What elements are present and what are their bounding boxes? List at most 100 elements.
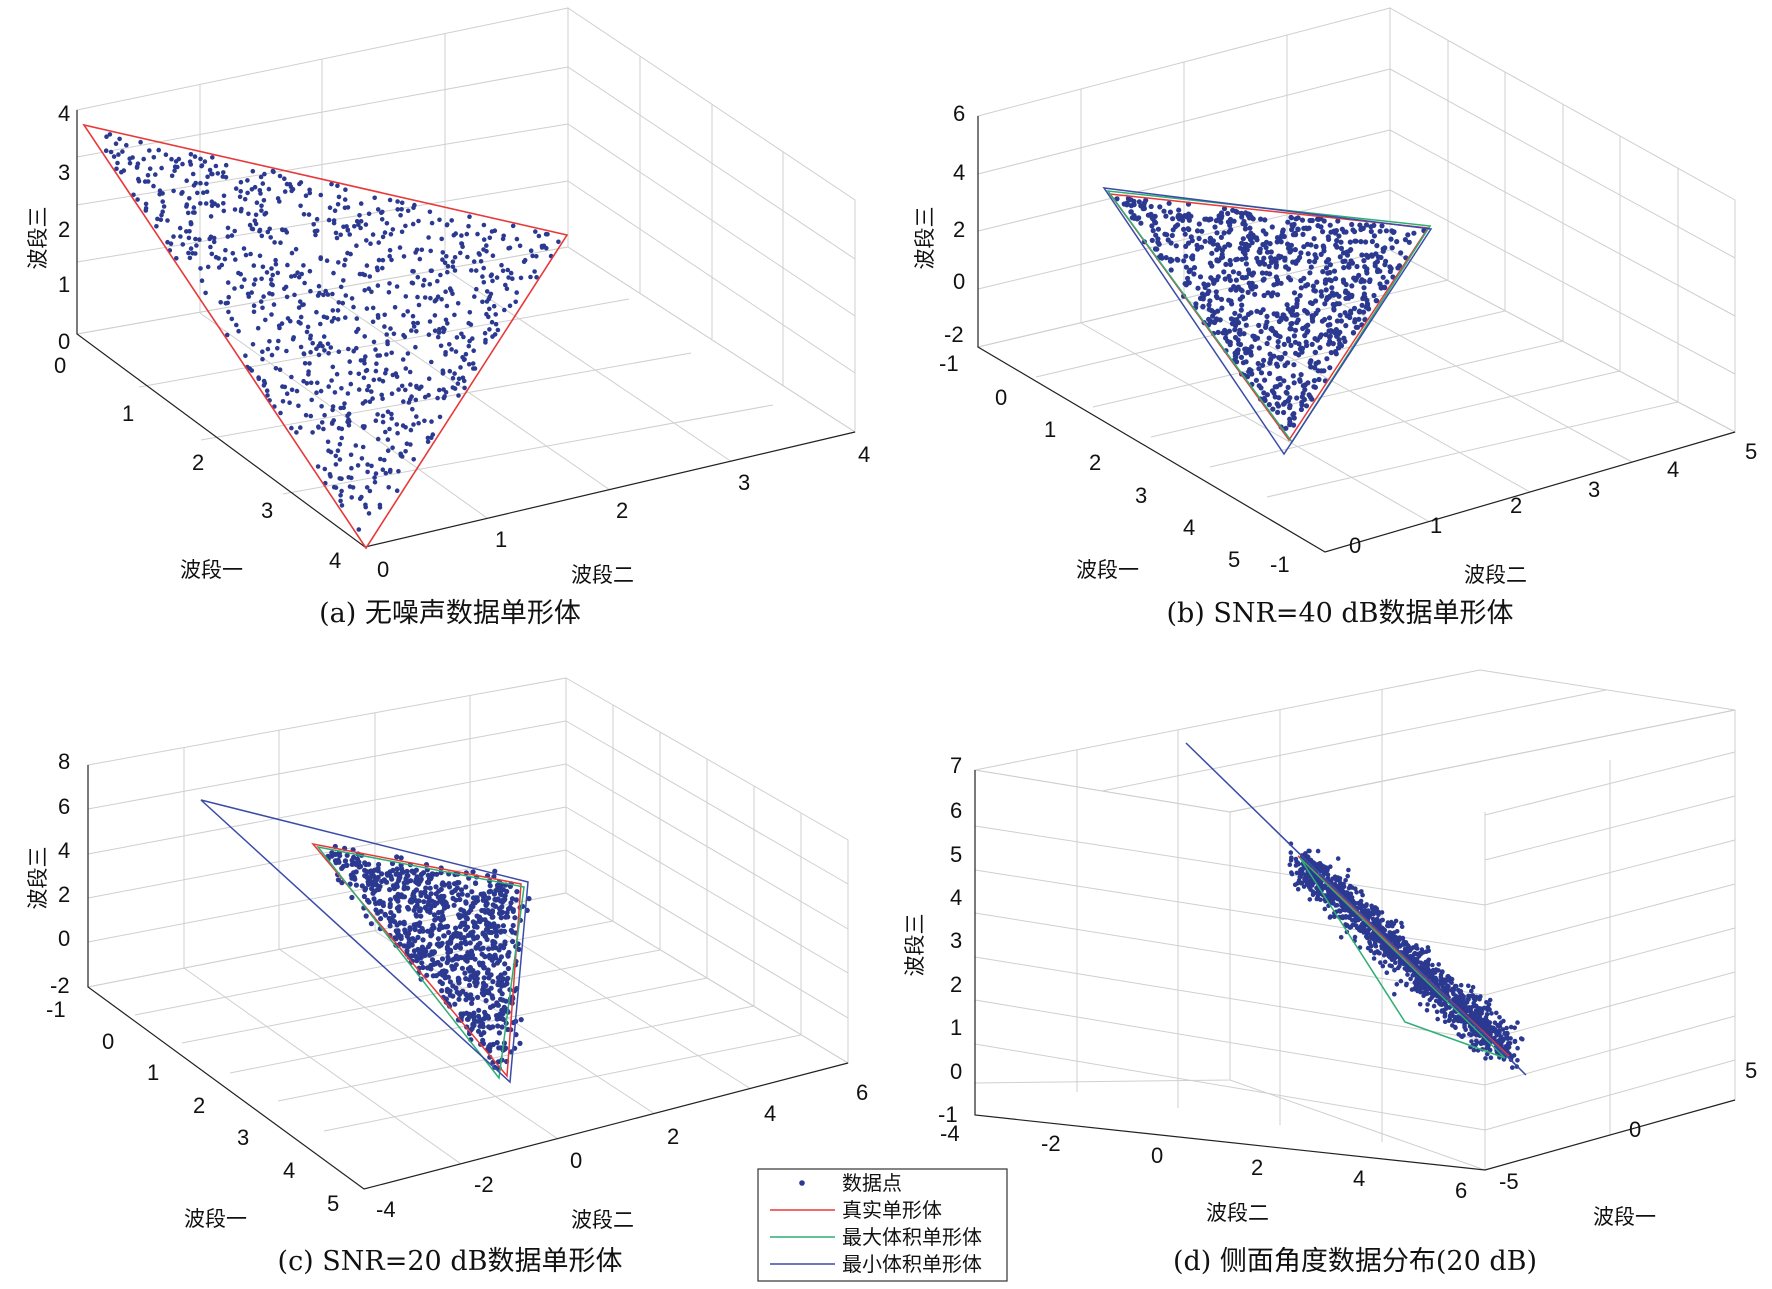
- data-point: [289, 274, 294, 279]
- data-point: [412, 904, 418, 911]
- data-point: [239, 284, 245, 290]
- data-point: [487, 327, 492, 332]
- data-point: [1392, 968, 1397, 973]
- data-point: [322, 466, 328, 472]
- data-point: [223, 162, 229, 168]
- data-point: [504, 286, 510, 292]
- data-point: [188, 162, 194, 167]
- data-point: [1267, 370, 1273, 377]
- data-point: [407, 927, 413, 933]
- data-point: [221, 208, 227, 214]
- data-point: [301, 351, 307, 356]
- data-point: [198, 266, 203, 271]
- data-point: [351, 304, 356, 310]
- data-point: [1390, 229, 1396, 235]
- data-point: [386, 485, 392, 490]
- data-point: [444, 222, 450, 227]
- data-point: [458, 907, 464, 913]
- data-point: [1307, 897, 1313, 902]
- data-point: [466, 223, 471, 229]
- panel-d-caption: (d) 侧面角度数据分布(20 dB): [1173, 1246, 1537, 1277]
- data-point: [1264, 249, 1271, 255]
- data-point: [1285, 306, 1291, 312]
- data-point: [1129, 215, 1135, 221]
- data-point: [1470, 984, 1476, 990]
- data-point: [298, 203, 303, 209]
- data-point: [388, 326, 393, 331]
- data-point: [1318, 289, 1324, 295]
- data-point: [1352, 317, 1358, 323]
- data-point: [401, 919, 407, 925]
- data-point: [355, 326, 361, 332]
- data-point: [292, 292, 297, 298]
- data-point: [1182, 231, 1188, 237]
- data-point: [417, 906, 423, 912]
- data-point: [297, 299, 303, 304]
- data-point: [484, 936, 490, 943]
- data-point: [255, 325, 261, 331]
- data-point: [205, 174, 210, 180]
- data-point: [186, 250, 191, 256]
- data-point: [338, 498, 343, 504]
- data-point: [1218, 219, 1224, 225]
- data-point: [264, 388, 270, 394]
- data-point: [1321, 245, 1327, 251]
- data-point: [1387, 268, 1393, 275]
- data-point: [282, 384, 288, 390]
- data-point: [1474, 1040, 1480, 1045]
- data-point: [1358, 239, 1364, 245]
- data-point: [1239, 302, 1245, 308]
- data-point: [1336, 337, 1342, 343]
- data-point: [485, 1013, 491, 1020]
- data-point: [1500, 1027, 1506, 1032]
- data-point: [410, 280, 416, 286]
- data-point: [376, 899, 382, 905]
- data-point: [1241, 331, 1247, 337]
- data-point: [491, 921, 497, 927]
- data-point: [389, 391, 395, 397]
- data-point: [343, 257, 348, 263]
- data-point: [436, 330, 442, 335]
- data-point: [451, 956, 457, 962]
- data-point: [372, 475, 377, 480]
- data-point: [358, 201, 364, 206]
- data-point: [1456, 1032, 1461, 1037]
- data-point: [184, 229, 189, 234]
- data-point: [404, 441, 410, 447]
- data-point: [442, 975, 448, 981]
- data-point: [501, 945, 507, 951]
- data-point: [450, 385, 456, 390]
- data-point: [232, 228, 237, 234]
- data-point: [302, 280, 307, 286]
- panel-a-data-points: [103, 132, 561, 532]
- data-point: [477, 252, 482, 257]
- data-point: [275, 270, 281, 276]
- data-point: [312, 229, 318, 234]
- data-point: [539, 245, 545, 250]
- data-point: [1232, 334, 1239, 341]
- data-point: [345, 391, 351, 396]
- data-point: [314, 309, 319, 315]
- data-point: [1417, 1002, 1423, 1007]
- data-point: [1267, 359, 1273, 365]
- data-point: [1374, 259, 1380, 265]
- data-point: [1185, 226, 1191, 232]
- data-point: [1430, 962, 1435, 968]
- data-point: [418, 913, 424, 919]
- data-point: [475, 994, 481, 1001]
- data-point: [1245, 289, 1251, 295]
- panel-c-z-tick: 2: [58, 882, 70, 907]
- data-point: [1237, 327, 1243, 333]
- data-point: [1409, 987, 1415, 992]
- data-point: [248, 251, 253, 257]
- data-point: [1403, 966, 1408, 971]
- data-point: [191, 205, 197, 210]
- data-point: [1438, 980, 1444, 985]
- data-point: [1319, 293, 1325, 299]
- panel-b-y-label: 波段二: [1464, 563, 1527, 587]
- data-point: [160, 199, 165, 204]
- data-point: [1257, 261, 1263, 267]
- panel-b-z-tick: 2: [953, 217, 965, 242]
- data-point: [498, 1013, 504, 1019]
